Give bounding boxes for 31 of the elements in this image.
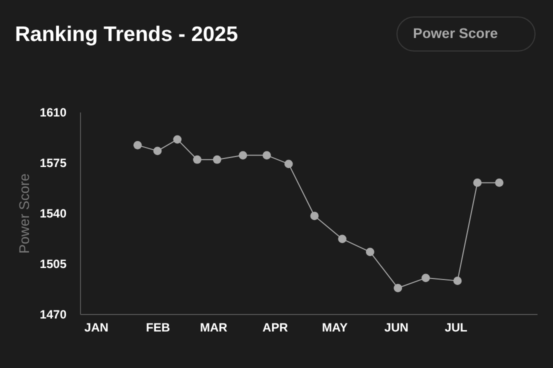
x-tick-label: APR [262, 320, 288, 334]
point [310, 212, 319, 220]
y-tick-label: 1610 [40, 106, 67, 120]
point [238, 151, 248, 160]
y-tick-label: 1505 [40, 257, 67, 271]
y-tick-label: 1575 [40, 156, 67, 170]
x-tick-label: FEB [146, 320, 170, 334]
point [422, 274, 430, 282]
point [133, 141, 142, 150]
point [495, 178, 504, 187]
chart-title: Ranking Trends - 2025 [15, 23, 238, 46]
point [473, 178, 482, 187]
point [394, 284, 402, 292]
text: Power Score [413, 25, 498, 41]
point [173, 135, 182, 144]
point [153, 146, 162, 156]
point [366, 248, 374, 256]
point [212, 155, 222, 164]
y-axis-title: Power Score [16, 173, 32, 254]
point [338, 234, 346, 244]
x-tick-label: MAY [322, 320, 348, 334]
point [262, 151, 271, 160]
x-tick-label: JAN [84, 320, 108, 334]
point [284, 160, 293, 168]
point [453, 276, 462, 285]
y-tick-label: 1470 [40, 308, 67, 322]
x-tick-label: JUN [384, 320, 408, 334]
x-tick-label: JUL [444, 320, 468, 334]
point [193, 155, 202, 164]
y-tick-label: 1540 [40, 206, 67, 220]
x-tick-label: MAR [200, 320, 228, 334]
